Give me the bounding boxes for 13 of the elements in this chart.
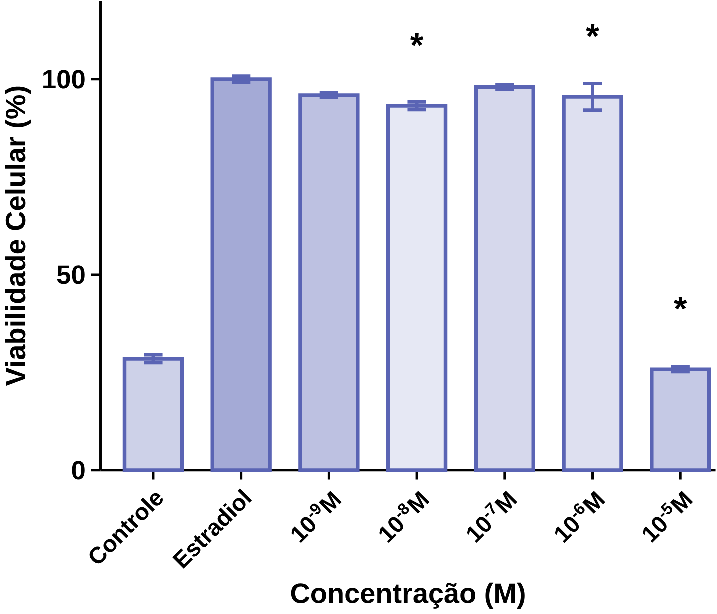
y-axis-title: Viabilidade Celular (%): [5, 86, 32, 386]
x-tick-label: 10$^{-8}$M: [380, 491, 430, 544]
annotation: *: [674, 297, 688, 310]
annotation: *: [586, 24, 600, 38]
x-tick-label: 10$^{-6}$M: [555, 491, 606, 544]
annotation: *: [410, 33, 424, 46]
y-tick-label: 0: [72, 461, 85, 480]
x-axis-title: Concentração (M): [291, 582, 525, 609]
x-tick-label: 10$^{-5}$M: [643, 490, 694, 543]
x-tick-label: 10$^{-9}$M: [292, 491, 342, 544]
x-tick-label: 10$^{-7}$M: [467, 490, 518, 543]
y-tick-label: 100: [44, 70, 85, 89]
y-tick-label: 50: [57, 266, 85, 284]
